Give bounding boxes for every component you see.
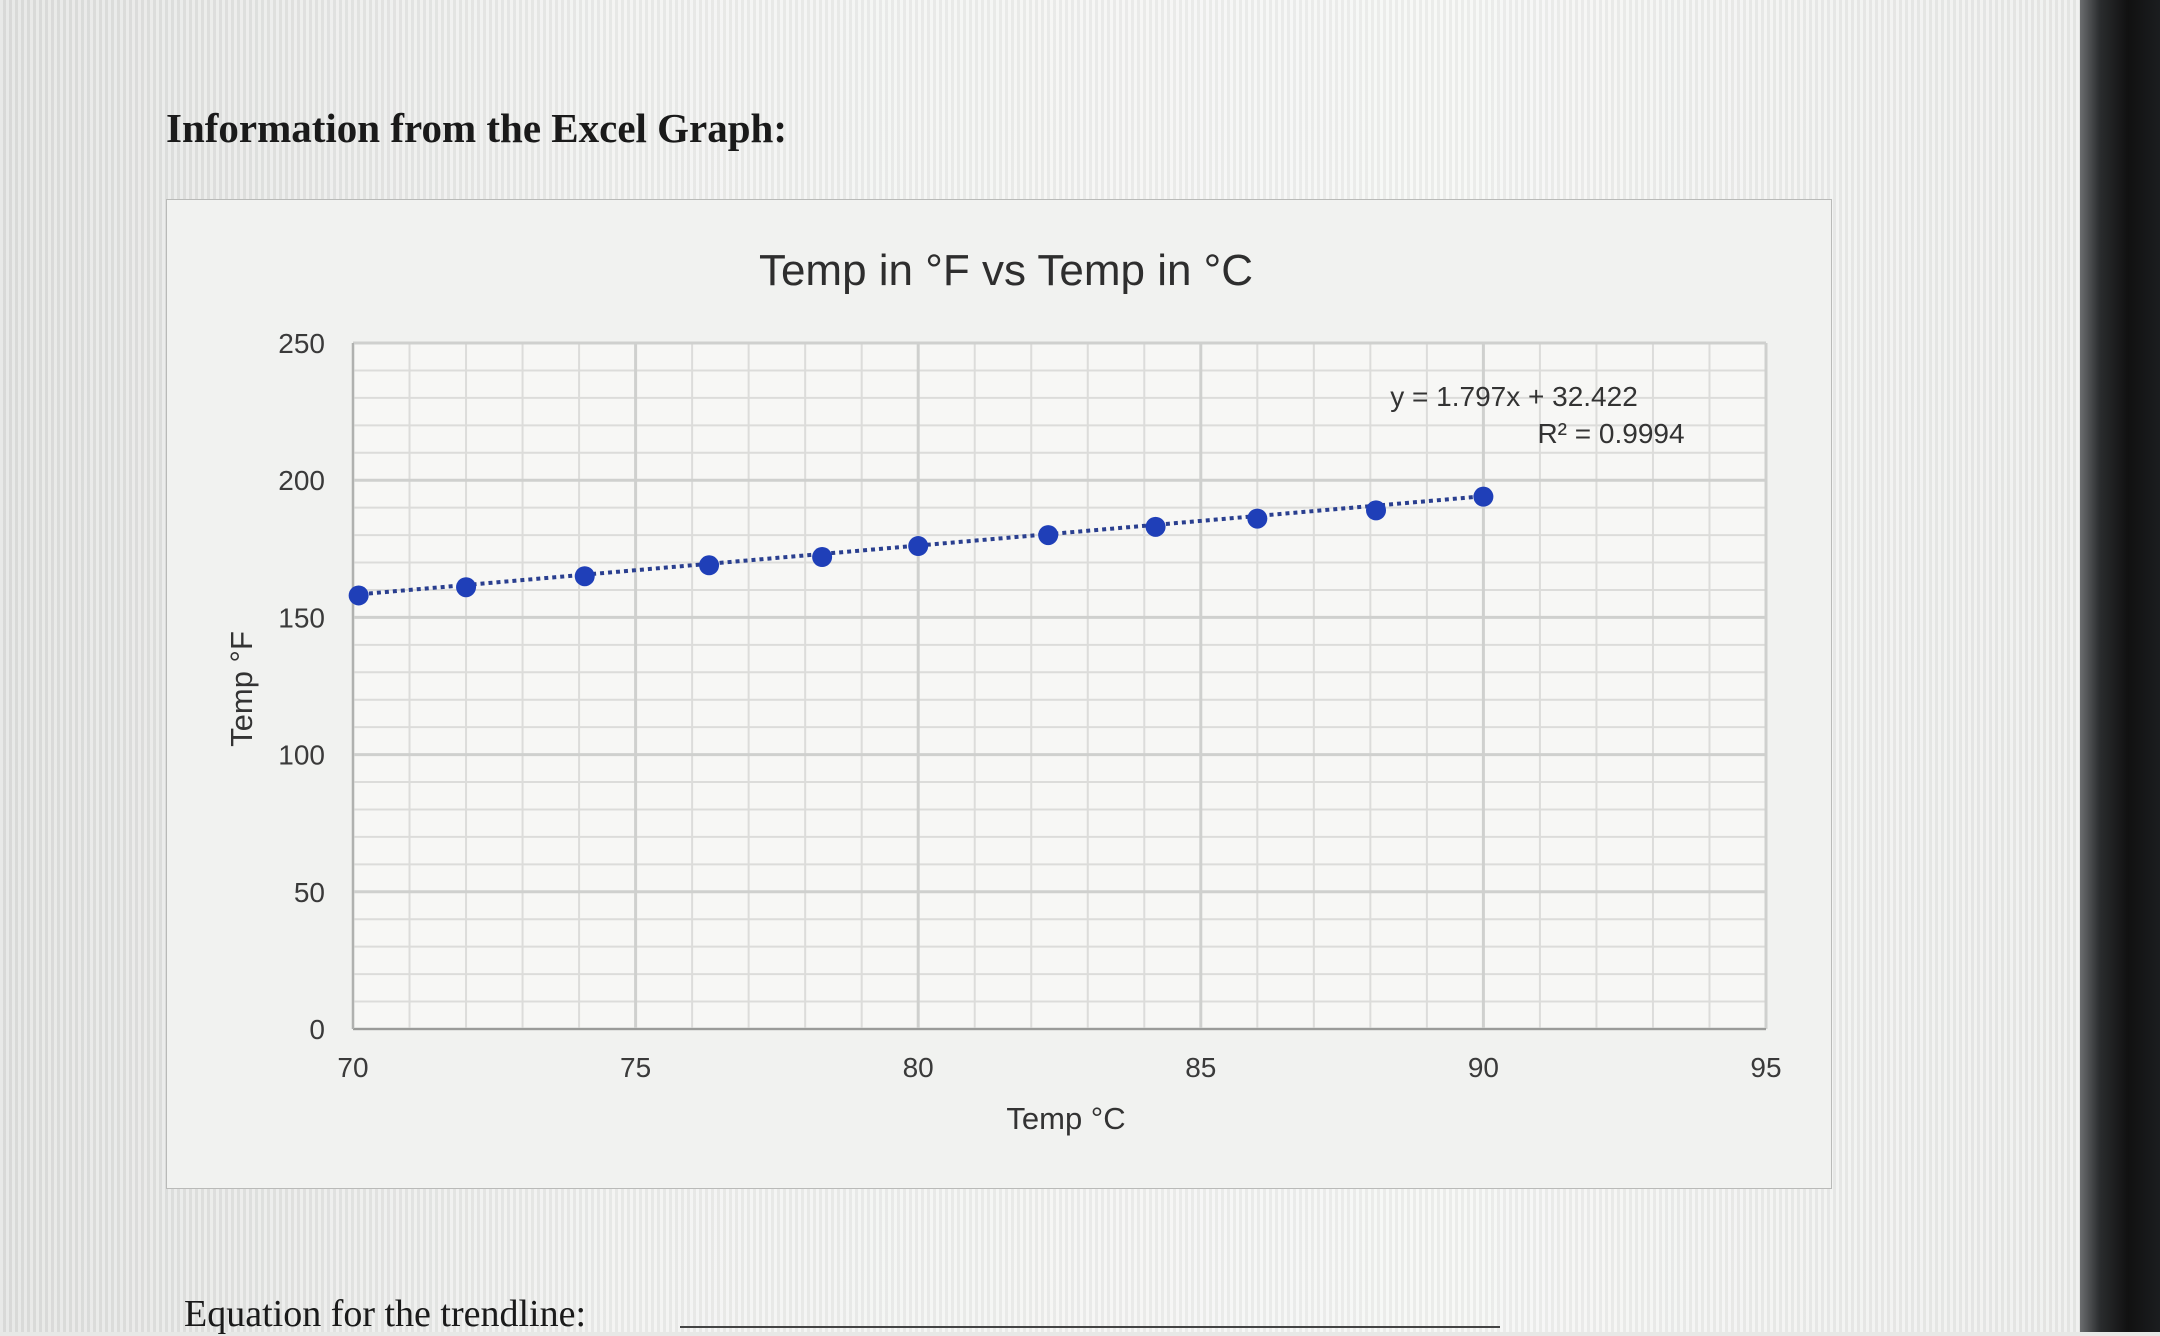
trendline-question: Equation for the trendline: bbox=[184, 1293, 587, 1335]
chart-title: Temp in °F vs Temp in °C bbox=[759, 246, 1253, 295]
data-point bbox=[1038, 525, 1059, 546]
trendline-group bbox=[352, 494, 1484, 597]
x-tick-label: 95 bbox=[1750, 1052, 1781, 1083]
data-point bbox=[1366, 500, 1387, 521]
axes bbox=[352, 343, 1766, 1030]
data-point bbox=[574, 566, 595, 587]
x-axis-label: Temp °C bbox=[1006, 1101, 1125, 1136]
answer-line bbox=[680, 1326, 1500, 1328]
y-tick-label: 0 bbox=[309, 1014, 325, 1045]
y-tick-label: 100 bbox=[278, 740, 325, 771]
data-point bbox=[908, 536, 929, 557]
x-tick-label: 90 bbox=[1468, 1052, 1499, 1083]
data-point bbox=[1473, 486, 1494, 507]
y-tick-label: 150 bbox=[278, 602, 325, 633]
trendline bbox=[352, 494, 1484, 597]
data-point bbox=[456, 577, 477, 598]
data-point bbox=[1145, 516, 1166, 537]
x-tick-label: 70 bbox=[337, 1052, 368, 1083]
trendline-equation: y = 1.797x + 32.422 bbox=[1390, 381, 1638, 412]
scatter-chart: 70 75 80 85 90 95 0 50 100 150 200 250 Temp in °F v… bbox=[165, 198, 1833, 1190]
screen-bezel bbox=[2080, 0, 2160, 1332]
plot-area bbox=[353, 343, 1766, 1029]
plot-background bbox=[353, 343, 1766, 1029]
y-tick-label: 50 bbox=[294, 877, 325, 908]
x-tick-label: 75 bbox=[620, 1052, 651, 1083]
r-squared-label: R² = 0.9994 bbox=[1537, 418, 1684, 449]
data-point bbox=[699, 555, 720, 576]
page-heading: Information from the Excel Graph: bbox=[166, 105, 788, 151]
y-axis-label: Temp °F bbox=[224, 631, 259, 747]
y-tick-label: 250 bbox=[278, 328, 325, 359]
y-tick-label: 200 bbox=[278, 465, 325, 496]
data-point bbox=[1247, 508, 1268, 529]
tick-labels: 70 75 80 85 90 95 0 50 100 150 200 250 bbox=[278, 328, 1781, 1083]
data-point bbox=[348, 585, 369, 606]
chart-container: 70 75 80 85 90 95 0 50 100 150 200 250 Temp in °F v… bbox=[165, 198, 1833, 1190]
x-tick-label: 80 bbox=[903, 1052, 934, 1083]
worksheet-page: Information from the Excel Graph: 70 75 80… bbox=[0, 0, 2080, 1335]
data-points bbox=[348, 486, 1494, 606]
data-point bbox=[812, 547, 833, 568]
x-tick-label: 85 bbox=[1185, 1052, 1216, 1083]
